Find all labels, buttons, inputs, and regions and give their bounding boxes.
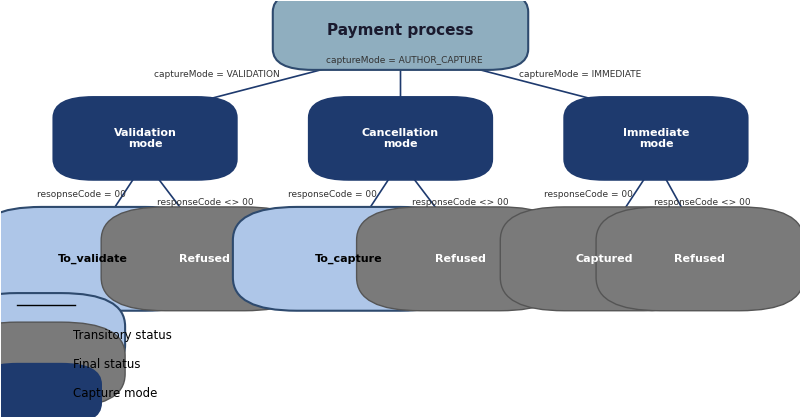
Text: responseCode <> 00: responseCode <> 00	[654, 198, 751, 207]
Text: resopnseCode = 00: resopnseCode = 00	[37, 190, 126, 199]
Text: responseCode = 00: responseCode = 00	[288, 190, 377, 199]
FancyBboxPatch shape	[356, 207, 564, 311]
Text: Refused: Refused	[435, 254, 485, 264]
Text: captureMode = VALIDATION: captureMode = VALIDATION	[154, 69, 280, 79]
Text: captureMode = AUTHOR_CAPTURE: captureMode = AUTHOR_CAPTURE	[326, 56, 483, 65]
Text: Legend: Legend	[18, 304, 74, 319]
FancyBboxPatch shape	[0, 364, 101, 418]
FancyBboxPatch shape	[0, 322, 125, 407]
Text: Captured: Captured	[575, 254, 633, 264]
Text: Final status: Final status	[73, 358, 141, 371]
Text: Refused: Refused	[179, 254, 231, 264]
Text: To_validate: To_validate	[58, 254, 128, 264]
Text: Immediate
mode: Immediate mode	[622, 127, 689, 149]
FancyBboxPatch shape	[564, 97, 747, 180]
FancyBboxPatch shape	[596, 207, 801, 311]
Text: Cancellation
mode: Cancellation mode	[362, 127, 439, 149]
Text: Transitory status: Transitory status	[73, 329, 172, 342]
Text: responseCode <> 00: responseCode <> 00	[412, 198, 509, 207]
FancyBboxPatch shape	[308, 97, 493, 180]
FancyBboxPatch shape	[101, 207, 308, 311]
Text: responseCode <> 00: responseCode <> 00	[157, 198, 253, 207]
Text: captureMode = IMMEDIATE: captureMode = IMMEDIATE	[519, 69, 642, 79]
FancyBboxPatch shape	[54, 97, 237, 180]
Text: To_capture: To_capture	[315, 254, 382, 264]
FancyBboxPatch shape	[501, 207, 708, 311]
Text: Validation
mode: Validation mode	[114, 127, 176, 149]
FancyBboxPatch shape	[0, 207, 209, 311]
Text: responseCode = 00: responseCode = 00	[544, 190, 633, 199]
Text: Refused: Refused	[674, 254, 725, 264]
FancyBboxPatch shape	[273, 0, 528, 70]
FancyBboxPatch shape	[0, 293, 125, 378]
Text: Capture mode: Capture mode	[73, 387, 158, 400]
Text: Payment process: Payment process	[328, 23, 473, 38]
FancyBboxPatch shape	[233, 207, 465, 311]
